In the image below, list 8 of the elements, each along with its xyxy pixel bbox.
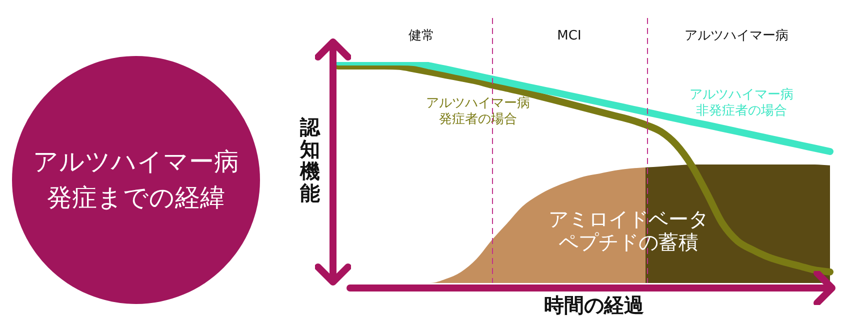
series-label: アルツハイマー病非発症者の場合 <box>689 87 794 118</box>
text: MCI <box>557 28 582 44</box>
x-axis-title: 時間の経過 <box>544 293 644 318</box>
series-label: アルツハイマー病発症者の場合 <box>426 96 530 128</box>
text: アルツハイマー病発症までの経緯 <box>33 146 239 214</box>
text: 健常 <box>408 28 435 44</box>
text: アルツハイマー病 <box>684 28 789 44</box>
y-axis-title: 認知機能 <box>299 115 321 206</box>
